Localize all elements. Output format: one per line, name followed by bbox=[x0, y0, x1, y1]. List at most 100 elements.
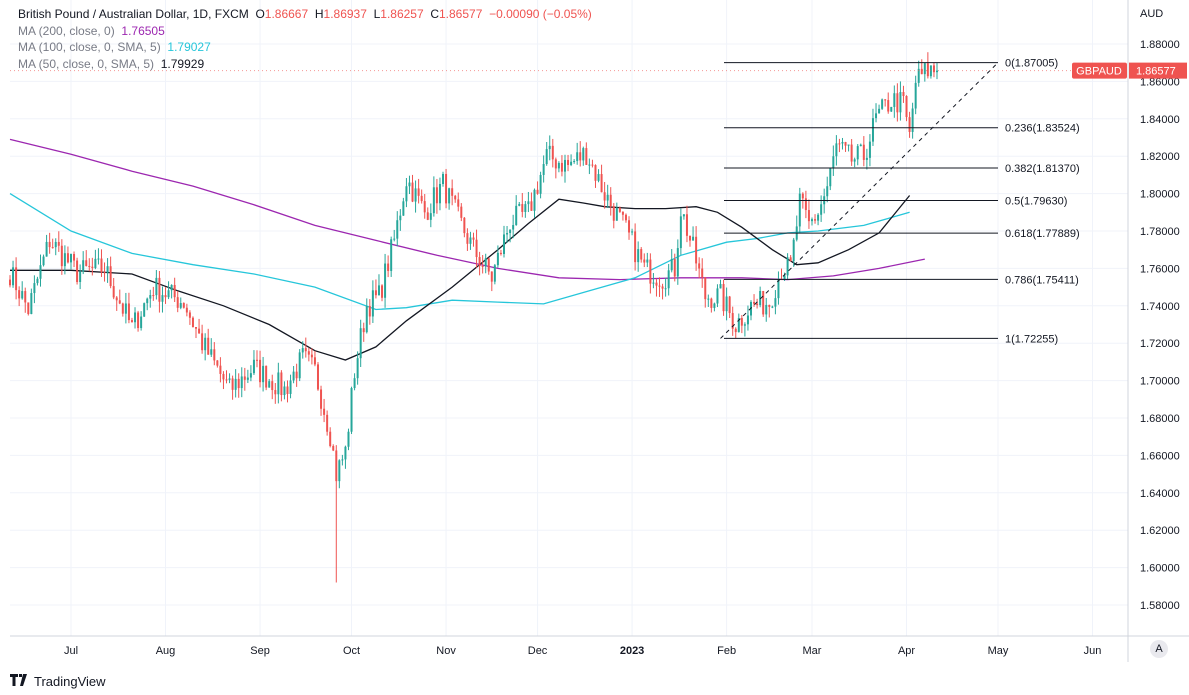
candle bbox=[695, 226, 698, 271]
candle bbox=[670, 249, 673, 273]
candle bbox=[777, 271, 780, 305]
indicator-ma100[interactable]: MA (100, close, 0, SMA, 5) 1.79027 bbox=[18, 39, 592, 56]
y-tick-label: 1.84000 bbox=[1140, 114, 1180, 126]
candle-body bbox=[207, 337, 210, 355]
candle bbox=[48, 232, 51, 254]
candle bbox=[103, 262, 106, 282]
candle bbox=[332, 444, 335, 452]
candle-body bbox=[673, 259, 676, 277]
candle bbox=[707, 294, 710, 307]
candle bbox=[188, 310, 191, 325]
candle-body bbox=[127, 303, 130, 321]
symbol-title[interactable]: British Pound / Australian Dollar, 1D, F… bbox=[18, 7, 249, 21]
candle bbox=[899, 81, 902, 121]
candle-body bbox=[484, 258, 487, 267]
candle bbox=[283, 381, 286, 400]
indicator-ma50[interactable]: MA (50, close, 0, SMA, 5) 1.79929 bbox=[18, 56, 592, 73]
candle-body bbox=[79, 271, 82, 283]
candle bbox=[118, 289, 121, 305]
candle bbox=[771, 305, 774, 309]
candle-body bbox=[478, 257, 481, 266]
candle-body bbox=[884, 99, 887, 101]
candle bbox=[631, 228, 634, 236]
candle-body bbox=[762, 291, 765, 315]
candle-body bbox=[417, 188, 420, 196]
candle bbox=[97, 248, 100, 265]
candle-body bbox=[609, 194, 612, 207]
candle-body bbox=[27, 302, 30, 315]
candle bbox=[841, 137, 844, 150]
candle-body bbox=[618, 207, 621, 212]
candle bbox=[725, 287, 728, 321]
candle-body bbox=[533, 189, 536, 211]
candle bbox=[600, 164, 603, 193]
candle bbox=[79, 264, 82, 290]
candle-body bbox=[88, 265, 91, 267]
candle bbox=[39, 254, 42, 287]
candle bbox=[896, 83, 899, 122]
candle-body bbox=[231, 378, 234, 390]
candle bbox=[350, 386, 353, 434]
candle bbox=[914, 75, 917, 115]
candle-body bbox=[76, 260, 79, 283]
candle bbox=[88, 258, 91, 272]
candle bbox=[701, 258, 704, 288]
candle-body bbox=[204, 337, 207, 351]
candle bbox=[713, 302, 716, 312]
y-axis[interactable]: 1.88000 1.86000 1.84000 1.82000 1.80000 1.780… bbox=[1140, 39, 1180, 612]
indicator-ma200[interactable]: MA (200, close, 0) 1.76505 bbox=[18, 23, 592, 40]
candle-body bbox=[716, 288, 719, 304]
auto-scale-button[interactable]: A bbox=[1150, 640, 1168, 658]
fibonacci-retracement[interactable]: 0(1.87005) 0.236(1.83524) 0.382(1.81370) 0.… bbox=[720, 58, 1080, 346]
candle bbox=[51, 238, 54, 249]
candle-body bbox=[585, 148, 588, 165]
candle-body bbox=[509, 229, 512, 234]
candle-body bbox=[429, 213, 432, 220]
candle bbox=[451, 179, 454, 206]
x-axis[interactable]: Jul Aug Sep Oct Nov Dec 2023 Feb Mar Apr May Jun bbox=[64, 645, 1101, 657]
candle bbox=[868, 134, 871, 167]
candle bbox=[826, 176, 829, 203]
candle bbox=[362, 322, 365, 342]
candle-body bbox=[225, 379, 228, 381]
candle-body bbox=[737, 318, 740, 333]
candle-body bbox=[914, 82, 917, 109]
fib-level-label: 0.382(1.81370) bbox=[1005, 163, 1080, 175]
x-tick-label: Apr bbox=[898, 645, 915, 657]
candle bbox=[560, 155, 563, 177]
candle bbox=[893, 85, 896, 118]
candle-body bbox=[45, 241, 48, 257]
candle bbox=[42, 254, 45, 267]
candle-body bbox=[33, 283, 36, 294]
candle bbox=[228, 373, 231, 384]
candle bbox=[768, 304, 771, 318]
y-tick-label: 1.88000 bbox=[1140, 39, 1180, 51]
indicator-value: 1.76505 bbox=[121, 23, 165, 38]
candle-body bbox=[356, 358, 359, 379]
tradingview-logo[interactable]: TradingView bbox=[10, 674, 106, 689]
candle-body bbox=[191, 317, 194, 328]
candle-body bbox=[252, 359, 255, 374]
candle-body bbox=[548, 145, 551, 150]
candle-body bbox=[359, 328, 362, 359]
candle bbox=[765, 297, 768, 322]
candle-body bbox=[600, 174, 603, 193]
candle-body bbox=[310, 354, 313, 358]
candle bbox=[21, 281, 24, 300]
candle-body bbox=[557, 162, 560, 169]
candle-body bbox=[213, 349, 216, 361]
candle-body bbox=[835, 143, 838, 157]
candle bbox=[567, 154, 570, 172]
candle-body bbox=[42, 256, 45, 266]
candle bbox=[478, 251, 481, 276]
candle-body bbox=[164, 295, 167, 298]
candle-body bbox=[18, 290, 21, 299]
candle-body bbox=[210, 349, 213, 355]
candle-body bbox=[783, 275, 786, 280]
candle bbox=[393, 229, 396, 242]
y-tick-label: 1.76000 bbox=[1140, 263, 1180, 275]
candle-body bbox=[624, 214, 627, 221]
candle-body bbox=[676, 248, 679, 277]
candle-body bbox=[597, 174, 600, 181]
